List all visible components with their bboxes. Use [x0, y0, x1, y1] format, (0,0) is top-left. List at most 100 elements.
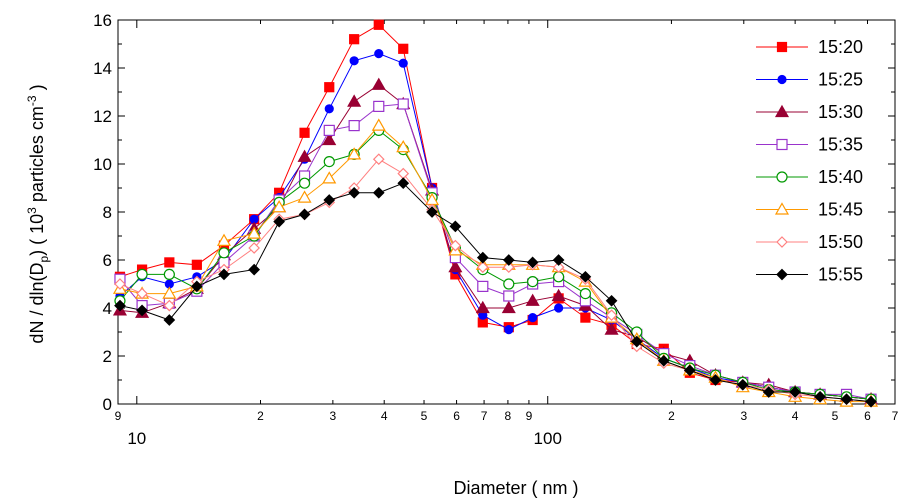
y-axis-title-part: ) — [27, 84, 47, 95]
data-point — [526, 256, 539, 269]
series-1555 — [114, 177, 877, 408]
data-point — [398, 58, 408, 68]
data-point — [114, 299, 126, 312]
data-point — [553, 271, 565, 283]
legend-entry: 15:35 — [756, 135, 863, 155]
data-point — [554, 303, 564, 313]
data-point — [373, 19, 384, 30]
data-point — [814, 390, 826, 403]
data-point — [397, 177, 410, 190]
legend-marker — [776, 171, 788, 183]
data-point — [657, 354, 670, 367]
x-minor-tick-label: 2 — [668, 409, 675, 423]
series-line — [119, 24, 872, 400]
data-point — [372, 186, 385, 199]
data-point — [580, 312, 591, 323]
data-point — [349, 56, 359, 66]
data-point — [709, 374, 722, 386]
data-point — [503, 290, 515, 302]
data-point — [324, 104, 334, 114]
x-minor-tick-label: 9 — [526, 409, 533, 423]
data-point — [840, 393, 853, 406]
data-point — [164, 257, 175, 268]
y-axis-title-part: 3 — [25, 207, 39, 214]
data-point — [299, 127, 310, 138]
y-axis-title-part: -3 — [25, 95, 39, 106]
x-minor-tick-label: 5 — [832, 409, 839, 423]
data-point — [552, 261, 565, 274]
data-point — [273, 215, 285, 228]
data-point — [218, 268, 230, 281]
legend-marker — [776, 138, 788, 151]
y-axis-title: dN / dln(Dp) ( 103 particles cm-3 ) — [25, 84, 51, 343]
data-point — [323, 124, 335, 137]
y-axis-title-part: ) ( 10 — [27, 214, 47, 256]
data-point — [579, 270, 592, 283]
x-minor-tick-label: 6 — [453, 409, 460, 423]
data-point — [527, 276, 539, 288]
series-group — [112, 19, 879, 408]
data-point — [297, 190, 312, 203]
legend-entry: 15:45 — [756, 200, 863, 220]
data-point — [502, 261, 515, 274]
data-point — [162, 286, 177, 299]
data-point — [475, 300, 490, 314]
data-point — [323, 156, 335, 168]
data-point — [501, 300, 516, 314]
data-point — [552, 254, 565, 266]
y-tick-label: 12 — [93, 107, 112, 126]
data-point — [349, 34, 360, 45]
x-minor-tick-label: 3 — [740, 409, 747, 423]
data-point — [476, 251, 489, 264]
legend-entry: 15:50 — [756, 232, 863, 252]
data-point — [322, 132, 337, 146]
data-point — [373, 100, 385, 113]
x-major-tick-label: 100 — [534, 429, 562, 448]
data-point — [348, 186, 360, 199]
legend-entry: 15:25 — [756, 70, 863, 90]
data-point — [322, 171, 337, 184]
series-line — [119, 53, 872, 400]
legend-marker — [774, 202, 790, 215]
data-point — [762, 386, 775, 398]
data-point — [605, 309, 618, 322]
x-minor-tick-label: 7 — [481, 409, 488, 423]
legend-marker — [776, 268, 788, 281]
x-minor-tick-label: 4 — [381, 409, 388, 423]
y-tick-label: 6 — [103, 251, 112, 270]
legend: 15:20 15:25 15:30 15:35 15:40 15:45 15:50 15:55 — [756, 37, 863, 285]
y-axis-title-part: particles cm — [27, 106, 47, 207]
series-1550 — [114, 153, 877, 408]
data-point — [216, 233, 232, 246]
data-point — [136, 287, 148, 300]
series-line — [119, 158, 872, 403]
data-point — [476, 261, 489, 274]
x-axis-title: Diameter ( nm ) — [453, 478, 578, 498]
data-point — [114, 278, 126, 290]
data-point — [397, 167, 410, 180]
y-tick-label: 4 — [103, 299, 112, 318]
data-point — [449, 220, 462, 233]
data-point — [374, 48, 384, 59]
data-point — [397, 98, 409, 110]
legend-entry: 15:40 — [756, 167, 863, 187]
x-minor-tick-label: 8 — [505, 409, 512, 423]
x-minor-tick-label: 3 — [330, 409, 337, 423]
data-point — [323, 194, 336, 206]
data-point — [683, 364, 696, 377]
legend-marker — [776, 41, 788, 53]
data-point — [298, 208, 311, 221]
data-point — [372, 153, 385, 166]
legend-label: 15:20 — [818, 37, 863, 57]
data-point — [348, 119, 360, 132]
data-point — [504, 325, 514, 335]
legend-label: 15:50 — [818, 232, 863, 252]
x-minor-tick-label: 2 — [257, 409, 264, 423]
data-point — [789, 386, 801, 398]
y-axis-title-part: p — [37, 256, 51, 263]
x-minor-tick-label: 4 — [792, 409, 799, 423]
data-point — [248, 242, 260, 254]
legend-marker — [777, 74, 787, 85]
legend-label: 15:55 — [818, 265, 863, 285]
y-tick-label: 14 — [93, 59, 112, 78]
